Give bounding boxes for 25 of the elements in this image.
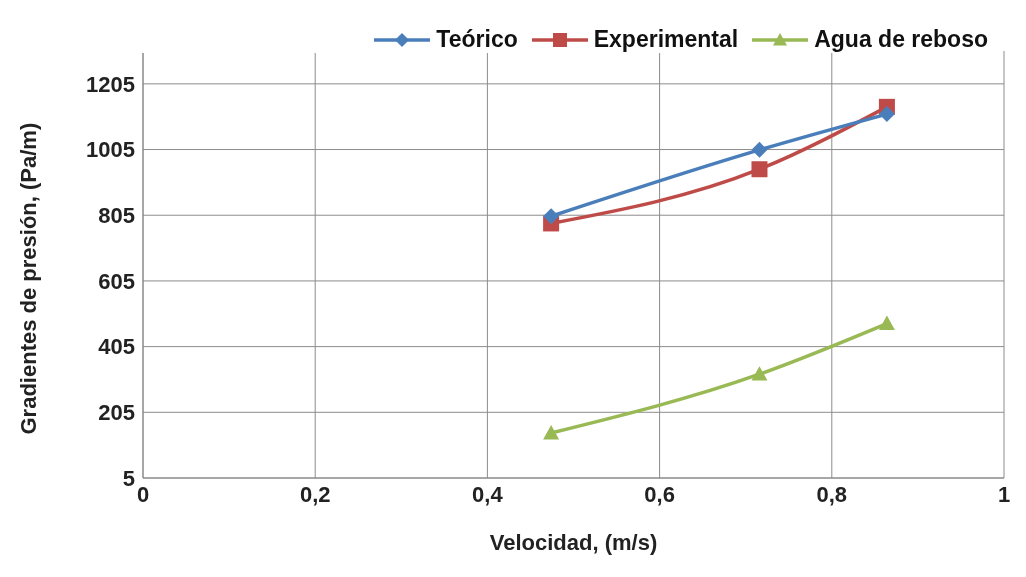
point	[751, 161, 768, 178]
legend-label: Teórico	[436, 26, 518, 53]
x-axis-title: Velocidad, (m/s)	[489, 530, 658, 555]
legend-label: Agua de reboso	[814, 26, 988, 53]
y-tick-label: 1005	[86, 137, 135, 163]
y-tick-label: 5	[122, 465, 135, 491]
x-tick-label: 0,4	[472, 481, 504, 507]
y-tick-label: 805	[98, 203, 135, 229]
y-tick-label: 405	[98, 334, 135, 360]
y-tick-label: 1205	[86, 71, 135, 97]
legend-label: Experimental	[593, 26, 739, 53]
x-tick-label: 0,2	[299, 481, 331, 507]
point	[751, 141, 768, 158]
x-tick-label: 0	[136, 481, 150, 507]
y-tick-label: 605	[98, 268, 135, 294]
y-tick-label: 205	[98, 400, 135, 426]
point	[751, 366, 768, 381]
point	[878, 106, 895, 123]
x-tick-label: 0,8	[816, 481, 848, 507]
point	[878, 315, 895, 331]
y-axis-title: Gradientes de presión, (Pa/m)	[15, 122, 41, 435]
x-tick-label: 1	[997, 481, 1011, 507]
x-tick-label: 0,6	[644, 481, 675, 507]
point	[543, 208, 560, 225]
point	[543, 425, 560, 440]
